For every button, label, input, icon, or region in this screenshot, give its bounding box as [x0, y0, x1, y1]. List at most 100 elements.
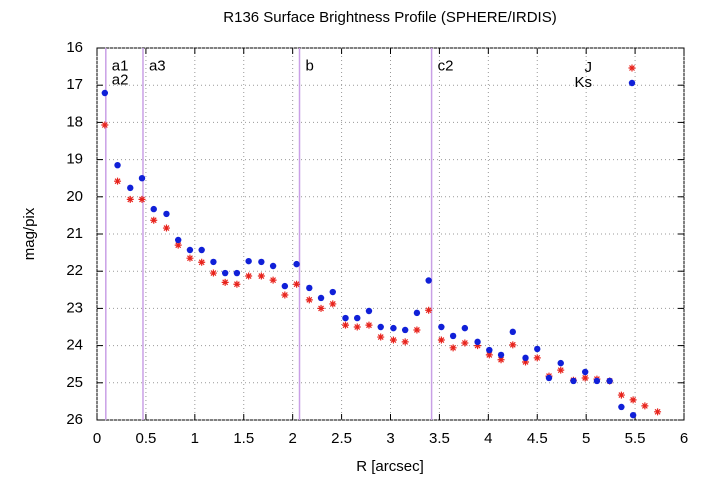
point — [425, 306, 433, 314]
point — [365, 307, 373, 315]
x-tick-label: 3.5 — [429, 430, 450, 447]
point — [281, 291, 289, 299]
point — [317, 304, 325, 312]
point — [281, 282, 289, 290]
y-tick-label: 26 — [66, 411, 83, 428]
point — [474, 338, 481, 346]
point — [618, 403, 625, 411]
point — [497, 351, 505, 359]
point — [522, 358, 530, 366]
point — [533, 354, 541, 362]
annotation: a3 — [149, 58, 166, 75]
annotation: a1 — [112, 58, 129, 75]
y-tick-label: 19 — [66, 151, 83, 168]
point — [175, 236, 182, 244]
point — [438, 323, 445, 331]
point — [245, 257, 252, 265]
point — [654, 408, 662, 416]
point — [317, 294, 325, 302]
point — [581, 368, 589, 376]
point — [329, 300, 337, 308]
series — [101, 89, 637, 419]
point — [581, 374, 589, 382]
point — [162, 224, 170, 232]
point — [377, 333, 385, 341]
x-tick-label: 2 — [288, 430, 296, 447]
point — [198, 258, 206, 266]
point — [210, 258, 217, 266]
point — [354, 314, 361, 322]
point — [329, 288, 336, 296]
point — [389, 336, 397, 344]
point — [221, 269, 229, 277]
annotation: a2 — [112, 71, 129, 88]
point — [413, 326, 421, 334]
point — [138, 195, 146, 203]
legend-marker — [628, 79, 636, 87]
point — [209, 269, 217, 277]
point — [437, 336, 445, 344]
point — [461, 339, 469, 347]
point — [150, 205, 157, 213]
point — [127, 184, 134, 192]
point — [413, 309, 421, 317]
point — [485, 351, 493, 359]
point — [545, 374, 553, 382]
point — [593, 377, 601, 385]
point — [509, 328, 516, 336]
point — [617, 391, 625, 399]
point — [221, 278, 229, 286]
point — [629, 396, 637, 404]
x-tick-label: 6 — [680, 430, 688, 447]
point — [150, 216, 158, 224]
point — [163, 210, 170, 218]
x-tick-label: 1 — [191, 430, 199, 447]
point — [269, 262, 277, 270]
point — [641, 402, 649, 410]
annotation: b — [306, 58, 314, 75]
series — [101, 121, 662, 416]
x-tick-label: 2.5 — [331, 430, 352, 447]
point — [186, 246, 194, 254]
point — [245, 272, 253, 280]
y-tick-label: 18 — [66, 113, 83, 130]
point — [390, 324, 397, 332]
point — [570, 377, 577, 385]
point — [126, 195, 134, 203]
x-tick-label: 3 — [386, 430, 394, 447]
point — [474, 342, 482, 350]
point — [258, 258, 265, 266]
point — [233, 269, 241, 277]
point — [509, 341, 517, 349]
point — [138, 175, 146, 182]
point — [342, 314, 349, 322]
point — [186, 254, 194, 262]
y-tick-label: 22 — [66, 262, 83, 279]
x-tick-label: 4.5 — [527, 430, 548, 447]
point — [353, 323, 361, 331]
y-axis-label: mag/pix — [21, 207, 38, 260]
y-tick-label: 16 — [66, 39, 83, 56]
point — [629, 411, 637, 419]
x-tick-label: 5 — [582, 430, 590, 447]
point — [425, 277, 432, 284]
legend-label: Ks — [574, 74, 592, 91]
point — [174, 241, 182, 249]
point — [497, 356, 505, 364]
point — [341, 321, 349, 329]
x-tick-label: 4 — [484, 430, 492, 447]
chart-title: R136 Surface Brightness Profile (SPHERE/… — [223, 9, 556, 26]
point — [557, 359, 564, 367]
point — [101, 89, 109, 97]
point — [486, 346, 493, 354]
annotation: c2 — [438, 58, 454, 75]
point — [305, 296, 313, 304]
y-tick-label: 24 — [66, 337, 83, 354]
point — [401, 326, 409, 334]
legend-marker — [628, 64, 636, 72]
point — [114, 177, 122, 185]
point — [461, 324, 469, 332]
y-tick-label: 20 — [66, 188, 83, 205]
x-tick-label: 0.5 — [135, 430, 156, 447]
